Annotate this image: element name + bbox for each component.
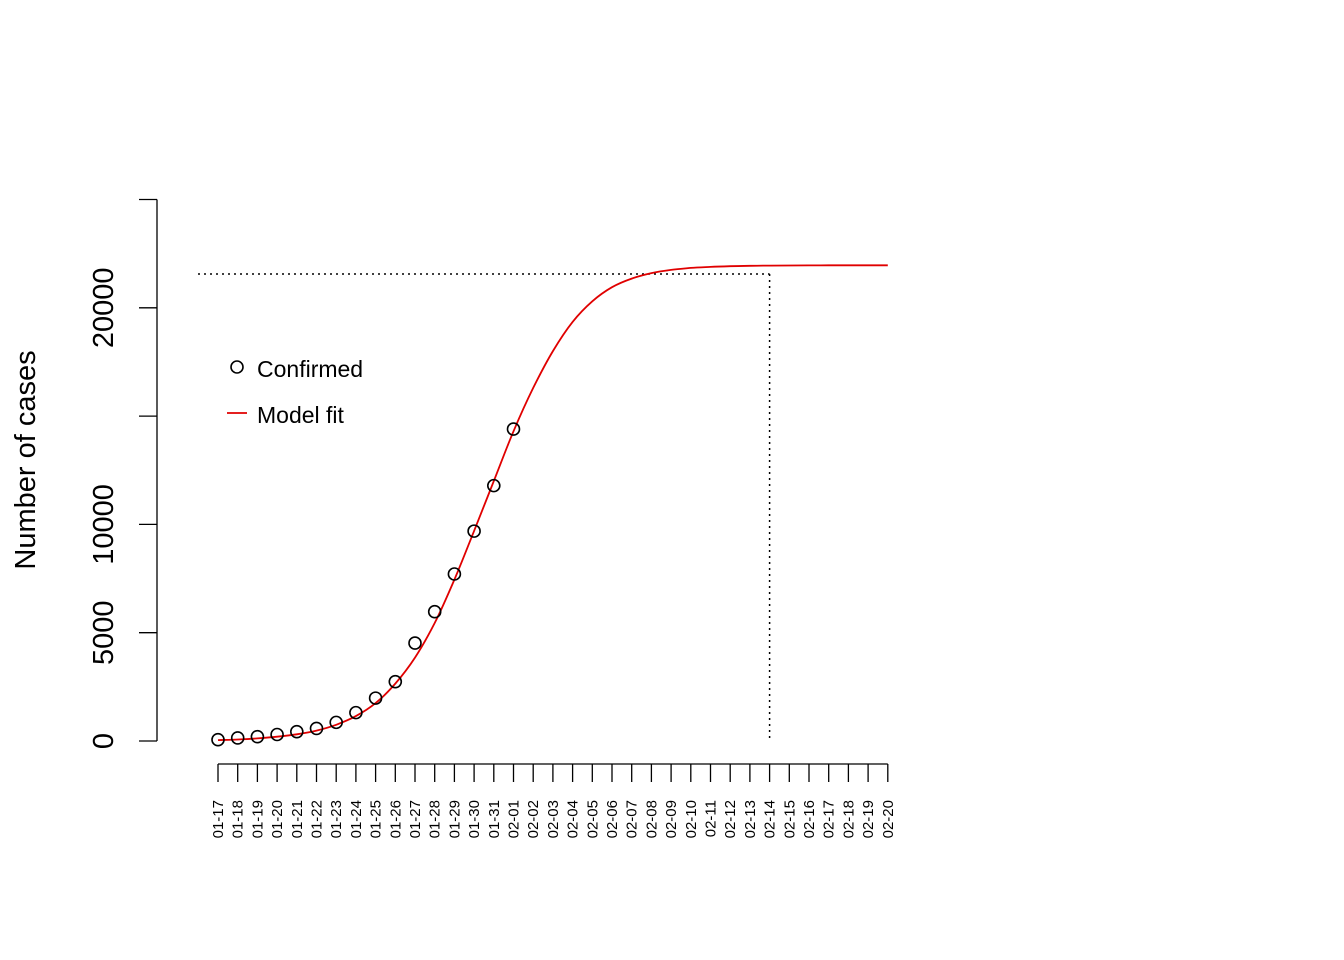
legend-circle-symbol: [230, 360, 244, 374]
x-tick-label: 02-10: [683, 800, 700, 838]
x-tick-label: 01-30: [466, 800, 483, 838]
confirmed-point: [427, 604, 442, 619]
x-tick-label: 01-19: [249, 800, 266, 838]
confirmed-point: [230, 731, 245, 745]
y-tick-label: 20000: [88, 267, 120, 348]
x-tick-label: 02-09: [663, 800, 680, 838]
legend-label: Confirmed: [257, 356, 363, 382]
x-tick-label: 02-06: [604, 800, 621, 838]
x-tick-label: 02-08: [643, 800, 660, 838]
x-tick-label: 01-20: [269, 800, 286, 838]
x-tick-label: 01-21: [289, 800, 306, 838]
legend: Confirmed Model fit: [227, 356, 363, 428]
y-tick-label: 5000: [88, 600, 120, 665]
x-tick-label: 02-03: [545, 800, 562, 838]
confirmed-point: [408, 636, 422, 650]
x-tick-label: 01-27: [407, 800, 424, 838]
model-fit-line: [217, 264, 888, 742]
confirmed-point: [388, 674, 403, 689]
x-tick-label: 02-12: [722, 800, 739, 838]
x-tick-label: 02-20: [880, 800, 897, 838]
x-tick-label: 01-18: [230, 800, 247, 838]
x-tick-label: 01-28: [427, 800, 444, 838]
confirmed-point: [250, 729, 265, 744]
x-tick-label: 02-04: [565, 800, 582, 838]
confirmed-point: [368, 691, 383, 705]
x-tick-label: 02-13: [742, 800, 759, 838]
confirmed-point: [289, 724, 304, 739]
confirmed-point: [270, 727, 284, 742]
x-tick-label: 01-24: [348, 800, 365, 838]
x-tick-label: 02-11: [703, 800, 720, 837]
y-tick-label: 10000: [88, 484, 120, 565]
x-axis: 01-17 01-18 01-19 01-20 01-21 01-22 01-23 01-24…: [210, 763, 897, 838]
confirmed-point: [329, 715, 344, 730]
x-tick-label: 01-22: [309, 800, 326, 838]
plot-area: [211, 264, 888, 747]
x-tick-label: 01-31: [486, 800, 503, 838]
y-axis-label: Number of cases: [10, 350, 42, 569]
x-tick-label: 01-25: [368, 800, 385, 838]
legend-label: Model fit: [257, 402, 345, 428]
confirmed-point: [211, 732, 225, 747]
x-tick-label: 02-14: [762, 800, 779, 838]
confirmed-point: [506, 422, 521, 436]
x-tick-label: 02-18: [840, 800, 857, 838]
x-tick-label: 02-16: [801, 800, 818, 838]
x-tick-label: 02-17: [821, 800, 838, 838]
x-tick-label: 02-15: [781, 800, 798, 838]
x-tick-label: 01-29: [446, 800, 463, 838]
x-tick-label: 01-26: [387, 800, 404, 838]
confirmed-point: [486, 478, 501, 493]
confirmed-point: [309, 721, 324, 736]
y-axis: 0 5000 10000 20000: [88, 198, 158, 749]
confirmed-point: [349, 705, 363, 720]
x-tick-label: 02-05: [584, 800, 601, 838]
x-tick-label: 02-19: [860, 800, 877, 838]
confirmed-point: [447, 567, 462, 581]
x-tick-label: 01-17: [210, 800, 227, 838]
x-tick-label: 02-02: [525, 800, 542, 838]
x-tick-label: 02-01: [506, 800, 523, 838]
confirmed-point: [467, 524, 481, 538]
y-tick-label: 0: [88, 733, 120, 749]
x-tick-label: 02-07: [624, 800, 641, 838]
x-tick-label: 01-23: [328, 800, 345, 838]
